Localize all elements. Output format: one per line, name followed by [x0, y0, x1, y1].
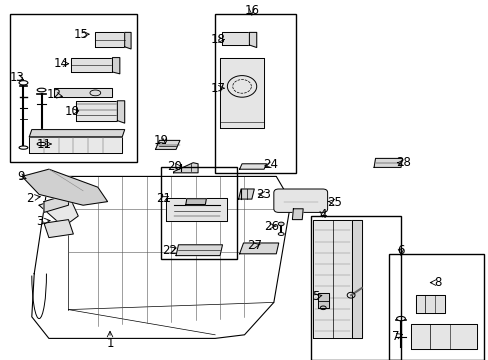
- Polygon shape: [220, 58, 264, 128]
- Polygon shape: [29, 130, 124, 137]
- Polygon shape: [76, 101, 117, 121]
- Polygon shape: [176, 245, 222, 256]
- Text: 5: 5: [311, 291, 319, 303]
- Text: 4: 4: [318, 208, 326, 221]
- Polygon shape: [124, 32, 131, 49]
- Polygon shape: [239, 164, 266, 169]
- Polygon shape: [222, 32, 249, 45]
- Text: 23: 23: [256, 188, 271, 201]
- Polygon shape: [373, 158, 402, 167]
- Polygon shape: [22, 169, 107, 205]
- Text: 20: 20: [167, 160, 182, 173]
- FancyBboxPatch shape: [273, 189, 327, 212]
- Polygon shape: [238, 189, 254, 199]
- Polygon shape: [185, 199, 206, 204]
- Polygon shape: [95, 32, 124, 47]
- Text: 8: 8: [433, 276, 441, 289]
- Text: 27: 27: [246, 239, 261, 252]
- Ellipse shape: [396, 316, 405, 321]
- Text: 21: 21: [156, 192, 171, 205]
- Bar: [310, 216, 400, 360]
- Text: 26: 26: [264, 220, 278, 233]
- Text: 12: 12: [46, 88, 61, 101]
- Text: 19: 19: [154, 134, 168, 147]
- Ellipse shape: [278, 233, 284, 235]
- Polygon shape: [166, 198, 227, 221]
- Text: 9: 9: [17, 170, 24, 183]
- Polygon shape: [415, 295, 444, 313]
- Text: 22: 22: [162, 244, 176, 257]
- Ellipse shape: [37, 142, 46, 145]
- Ellipse shape: [19, 146, 28, 149]
- Polygon shape: [29, 137, 122, 153]
- Text: 1: 1: [106, 337, 114, 350]
- Polygon shape: [39, 194, 78, 227]
- Bar: [388, 254, 483, 360]
- Polygon shape: [117, 101, 124, 123]
- Bar: [161, 167, 237, 259]
- Polygon shape: [54, 88, 112, 97]
- Text: 11: 11: [37, 138, 51, 150]
- Text: 16: 16: [244, 4, 259, 17]
- Text: 13: 13: [10, 71, 24, 84]
- Polygon shape: [351, 220, 361, 338]
- Ellipse shape: [278, 222, 284, 226]
- Text: 10: 10: [65, 105, 80, 118]
- Polygon shape: [239, 243, 278, 254]
- Polygon shape: [173, 163, 198, 173]
- Text: 24: 24: [263, 158, 277, 171]
- Polygon shape: [317, 293, 328, 308]
- Polygon shape: [155, 140, 180, 149]
- Polygon shape: [71, 58, 112, 72]
- Polygon shape: [112, 58, 120, 74]
- Text: 25: 25: [327, 196, 342, 209]
- Polygon shape: [312, 220, 351, 338]
- Text: 14: 14: [54, 57, 68, 70]
- Polygon shape: [249, 32, 256, 48]
- Text: 7: 7: [391, 330, 399, 343]
- Polygon shape: [44, 194, 68, 212]
- Text: 6: 6: [396, 244, 404, 257]
- Bar: [215, 14, 295, 173]
- Text: 15: 15: [73, 28, 88, 41]
- Text: 3: 3: [36, 215, 44, 228]
- Bar: [10, 14, 137, 162]
- Polygon shape: [292, 209, 303, 220]
- Polygon shape: [410, 324, 476, 349]
- Polygon shape: [44, 220, 73, 238]
- Text: 18: 18: [211, 33, 225, 46]
- Text: 28: 28: [396, 156, 410, 169]
- Text: 2: 2: [26, 192, 34, 204]
- Text: 17: 17: [211, 82, 225, 95]
